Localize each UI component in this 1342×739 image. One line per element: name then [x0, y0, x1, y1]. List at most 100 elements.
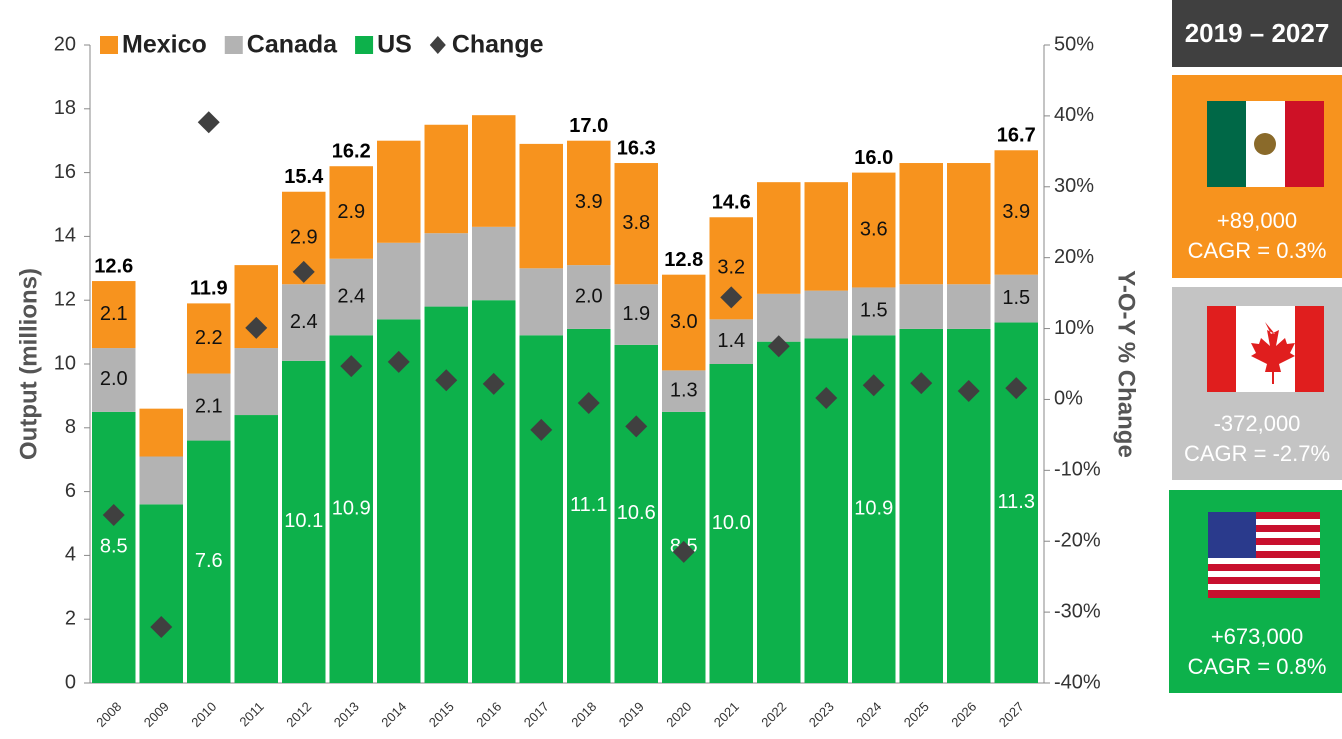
bar-segment [519, 268, 563, 336]
x-tick-label: 2015 [426, 699, 457, 730]
bar-segment [187, 303, 231, 374]
data-label: 3.9 [1002, 201, 1030, 223]
x-tick-label: 2026 [948, 699, 979, 730]
bar-segment [282, 284, 326, 361]
bar-segment [899, 284, 943, 329]
data-label: 2.0 [575, 285, 603, 307]
total-label: 14.6 [712, 192, 751, 214]
x-tick-label: 2018 [568, 699, 599, 730]
bar-segment [234, 415, 278, 683]
change-marker [435, 369, 458, 392]
data-label: 3.9 [575, 191, 603, 213]
bar-segment [947, 163, 991, 285]
bar-segment [757, 293, 801, 342]
data-label: 3.8 [622, 212, 650, 234]
data-label: 1.9 [622, 303, 650, 325]
data-label: 11.1 [570, 494, 607, 516]
data-label: 1.5 [1002, 287, 1030, 309]
bar-segment [234, 348, 278, 416]
x-tick-label: 2014 [378, 699, 409, 730]
data-label: 3.2 [717, 257, 745, 279]
bar-segment [567, 328, 611, 683]
bar-segment [567, 140, 611, 266]
data-label: 2.0 [100, 368, 128, 390]
y2-axis-label: Y-O-Y % Change [1113, 270, 1140, 458]
data-label: 2.4 [337, 285, 365, 307]
total-label: 16.0 [854, 147, 893, 169]
y-tick-label: 16 [54, 161, 76, 183]
total-label: 16.7 [997, 125, 1036, 147]
y2-tick-label: 30% [1054, 175, 1094, 197]
total-label: 16.2 [332, 141, 371, 163]
legend-swatch [355, 36, 374, 54]
x-tick-label: 2013 [331, 699, 362, 730]
x-tick-label: 2022 [758, 699, 789, 730]
change-marker [862, 374, 885, 397]
x-tick-label: 2021 [711, 699, 742, 730]
legend-label: US [377, 31, 412, 59]
bar-segment [519, 143, 563, 269]
data-label: 8.5 [100, 536, 128, 558]
y2-tick-label: 0% [1054, 388, 1083, 410]
bar-segment [377, 242, 421, 320]
bar-segment [804, 290, 848, 339]
bar-segment [92, 281, 136, 349]
bar-segment [139, 456, 183, 505]
data-label: 1.3 [670, 379, 698, 401]
y2-tick-label: 20% [1054, 246, 1094, 268]
data-label: 2.1 [195, 395, 223, 417]
y-axis-label: Output (millions) [15, 268, 42, 460]
bar-segment [377, 140, 421, 243]
total-label: 17.0 [569, 115, 608, 137]
bar-segment [994, 274, 1038, 323]
y2-tick-label: 40% [1054, 104, 1094, 126]
y-tick-label: 0 [65, 671, 76, 693]
bar-segment [472, 226, 516, 301]
bar-segment [662, 274, 706, 371]
bar-segment [282, 360, 326, 683]
change-marker [577, 391, 600, 414]
total-label: 16.3 [617, 137, 656, 159]
data-label: 2.1 [100, 303, 128, 325]
panel-change: -372,000 [1214, 411, 1301, 436]
data-label: 1.5 [860, 300, 888, 322]
data-label: 3.6 [860, 218, 888, 240]
legend-swatch [224, 36, 243, 54]
total-label: 12.6 [94, 255, 133, 277]
bar-segment [757, 341, 801, 683]
change-marker [1005, 377, 1028, 400]
change-marker [672, 540, 695, 563]
bar-segment [139, 504, 183, 683]
data-label: 10.9 [854, 497, 893, 519]
y-tick-label: 8 [65, 416, 76, 438]
x-tick-label: 2009 [141, 699, 172, 730]
change-marker [245, 316, 268, 339]
canada-flag [1207, 306, 1324, 392]
legend-label: Mexico [122, 31, 207, 59]
y-tick-label: 6 [65, 480, 76, 502]
bar-segment [329, 258, 373, 336]
panel-cagr: CAGR = 0.8% [1188, 654, 1327, 679]
x-tick-label: 2011 [236, 699, 266, 729]
bar-segment [377, 319, 421, 683]
change-marker [720, 286, 743, 309]
legend-label: Canada [247, 31, 338, 59]
bar-segment [187, 373, 231, 441]
bar-segment [614, 344, 658, 683]
data-label: 2.4 [290, 311, 318, 333]
bar-segment [424, 124, 468, 234]
panel: 2019 – 2027 +89,000 CAGR = 0.3% -372,000… [1169, 0, 1342, 693]
bar-segment [424, 306, 468, 683]
bar-segment [709, 319, 753, 364]
change-marker [815, 387, 838, 410]
data-label: 10.1 [284, 510, 323, 532]
change-marker [910, 372, 933, 395]
bar-segment [567, 265, 611, 329]
data-label: 2.9 [290, 226, 318, 248]
y2-tick-label: -10% [1054, 459, 1101, 481]
y-tick-label: 18 [54, 97, 76, 119]
change-marker [530, 418, 553, 441]
change-marker [482, 372, 505, 395]
legend-marker [429, 36, 446, 54]
